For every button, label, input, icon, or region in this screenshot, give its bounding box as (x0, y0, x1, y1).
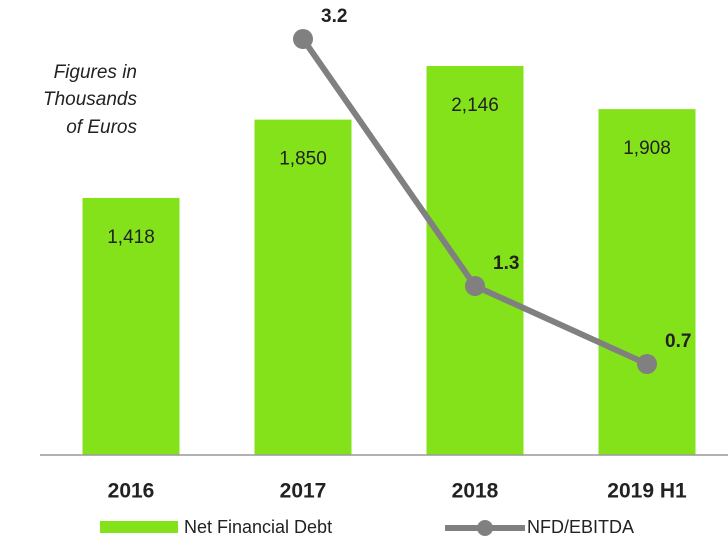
bar (254, 119, 352, 456)
bar (598, 109, 696, 455)
line-label: 1.3 (493, 253, 519, 274)
annotation: Thousands (43, 89, 138, 110)
line-point (637, 354, 657, 374)
x-tick-label: 2019 H1 (607, 480, 687, 503)
x-tick-label: 2018 (452, 480, 499, 503)
legend-label: NFD/EBITDA (527, 517, 634, 537)
bar (426, 65, 524, 455)
line-label: 3.2 (321, 6, 347, 27)
line-point (465, 276, 485, 296)
value-label: 1,908 (623, 138, 671, 159)
value-label: 1,850 (279, 149, 327, 170)
legend-label: Net Financial Debt (184, 517, 332, 537)
line-label: 0.7 (665, 331, 691, 352)
annotation: of Euros (66, 117, 137, 138)
value-label: 2,146 (451, 95, 499, 116)
line-point (293, 29, 313, 49)
legend-swatch (477, 520, 493, 536)
x-tick-label: 2016 (108, 480, 155, 503)
bar (82, 197, 180, 455)
value-label: 1,418 (107, 227, 155, 248)
x-tick-label: 2017 (280, 480, 327, 503)
legend-swatch (100, 521, 178, 533)
annotation: Figures in (54, 62, 137, 83)
